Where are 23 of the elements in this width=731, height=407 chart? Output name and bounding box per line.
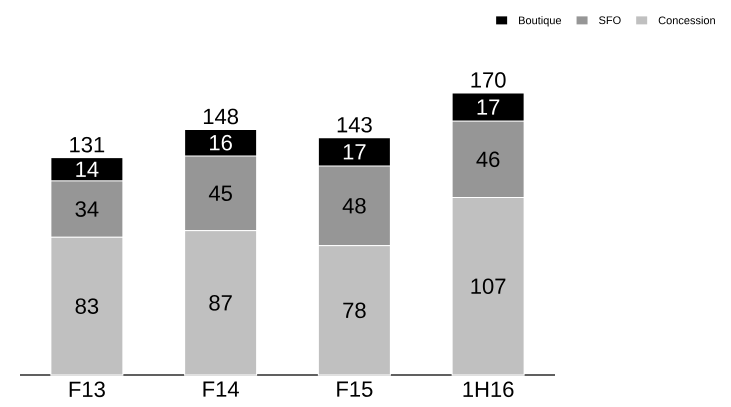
data-label: 17 (478, 99, 500, 115)
x-tick-label: F13 (70, 382, 105, 398)
data-label: 48 (342, 198, 366, 214)
total-label: 131 (70, 136, 104, 152)
data-label: 46 (476, 152, 500, 168)
total-label: 148 (204, 108, 238, 124)
data-label: 45 (208, 186, 232, 202)
total-label: 143 (338, 116, 372, 133)
x-tick-label: F14 (203, 382, 239, 397)
data-label: 34 (75, 201, 98, 217)
x-tick-label: F15 (337, 382, 372, 397)
legend-label: SFO (599, 16, 621, 24)
data-label: 17 (344, 144, 366, 160)
x-tick-label: 1H16 (464, 382, 514, 398)
legend-label: Boutique (519, 16, 562, 26)
data-label: 87 (209, 295, 232, 311)
legend-label: Concession (658, 16, 715, 24)
data-label: 16 (210, 134, 232, 151)
total-label: 170 (471, 72, 506, 88)
data-label: 83 (76, 298, 98, 314)
data-label: 14 (76, 162, 98, 177)
data-label: 107 (471, 278, 506, 294)
data-label: 78 (343, 302, 366, 318)
